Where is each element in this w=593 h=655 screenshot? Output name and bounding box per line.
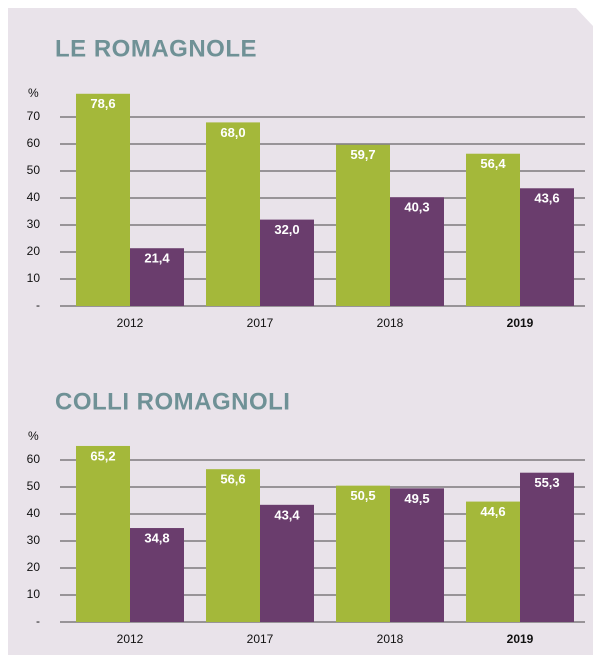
chart-title: COLLI ROMAGNOLI	[55, 388, 290, 415]
value-label: 32,0	[274, 222, 299, 237]
bar	[206, 469, 260, 622]
value-label: 21,4	[144, 251, 170, 266]
value-label: 59,7	[350, 147, 375, 162]
bar	[260, 219, 314, 306]
y-tick-label: 40	[27, 190, 41, 204]
value-label: 43,4	[274, 507, 300, 522]
value-label: 78,6	[90, 96, 115, 111]
chart-title: LE ROMAGNOLE	[55, 35, 257, 62]
bar	[390, 488, 444, 622]
bar	[76, 93, 130, 306]
bar	[520, 188, 574, 306]
y-tick-label: 70	[27, 109, 41, 123]
x-tick-label: 2019	[507, 632, 534, 646]
background	[8, 8, 593, 655]
y-tick-label: 50	[27, 479, 41, 493]
y-tick-label: 30	[27, 533, 41, 547]
y-tick-label: 20	[27, 244, 41, 258]
x-tick-label: 2018	[377, 316, 404, 330]
bar	[390, 197, 444, 306]
value-label: 56,6	[220, 472, 245, 487]
value-label: 43,6	[534, 191, 559, 206]
y-tick-label: 60	[27, 136, 41, 150]
value-label: 34,8	[144, 530, 169, 545]
value-label: 40,3	[404, 200, 429, 215]
bar	[130, 248, 184, 306]
bar	[520, 472, 574, 622]
x-tick-label: 2018	[377, 632, 404, 646]
value-label: 50,5	[350, 488, 375, 503]
y-tick-label: 20	[27, 560, 41, 574]
x-tick-label: 2017	[247, 316, 274, 330]
x-tick-label: 2017	[247, 632, 274, 646]
y-axis-label: %	[28, 429, 39, 443]
value-label: 68,0	[220, 125, 245, 140]
bar	[260, 504, 314, 622]
value-label: 44,6	[480, 504, 505, 519]
value-label: 49,5	[404, 491, 429, 506]
y-tick-label: -	[36, 614, 40, 628]
bar	[130, 528, 184, 622]
bar	[206, 122, 260, 307]
y-tick-label: 10	[27, 587, 41, 601]
bar	[466, 501, 520, 622]
y-tick-label: 30	[27, 217, 41, 231]
y-tick-label: 40	[27, 506, 41, 520]
value-label: 56,4	[480, 156, 506, 171]
bar	[336, 485, 390, 622]
x-tick-label: 2012	[117, 316, 144, 330]
y-tick-label: 50	[27, 163, 41, 177]
value-label: 55,3	[534, 475, 559, 490]
y-tick-label: -	[36, 298, 40, 312]
x-tick-label: 2012	[117, 632, 144, 646]
y-tick-label: 10	[27, 271, 41, 285]
y-tick-label: 60	[27, 452, 41, 466]
bar	[466, 153, 520, 306]
value-label: 65,2	[90, 448, 115, 463]
x-tick-label: 2019	[507, 316, 534, 330]
bar	[76, 445, 130, 622]
bar	[336, 144, 390, 306]
y-axis-label: %	[28, 86, 39, 100]
